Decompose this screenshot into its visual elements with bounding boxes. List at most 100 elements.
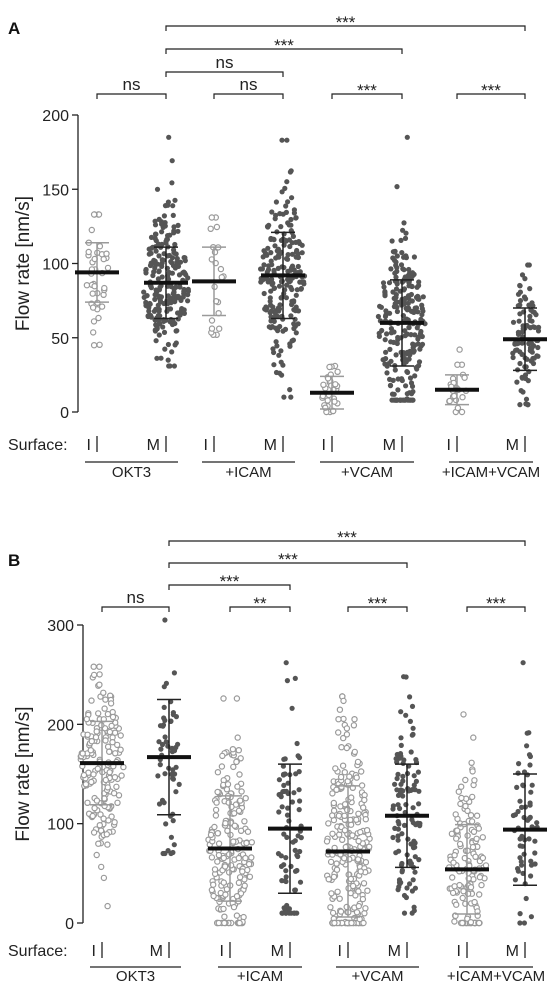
data-point	[364, 887, 371, 894]
data-point	[292, 868, 299, 874]
data-point	[323, 838, 331, 845]
data-point	[384, 331, 390, 337]
data-point	[213, 799, 220, 806]
data-point	[222, 820, 229, 827]
data-point	[234, 783, 241, 790]
data-point	[415, 309, 421, 315]
x-tick-label: M	[264, 437, 277, 454]
data-point	[409, 383, 416, 389]
data-point	[244, 828, 252, 835]
data-point	[170, 712, 176, 718]
data-point	[395, 819, 401, 825]
data-point	[382, 313, 389, 320]
data-point	[415, 769, 421, 775]
data-point	[85, 248, 92, 256]
data-point	[170, 775, 176, 782]
data-point	[519, 340, 525, 346]
data-point	[404, 369, 410, 375]
data-point	[159, 741, 166, 748]
data-point	[280, 763, 286, 769]
data-point	[154, 355, 160, 361]
data-point	[407, 718, 413, 725]
data-point	[146, 251, 152, 257]
y-axis-label: Flow rate [nm/s]	[13, 196, 34, 331]
data-point	[172, 197, 178, 203]
data-point	[454, 361, 461, 368]
data-point	[279, 804, 285, 810]
data-point	[289, 251, 295, 257]
data-point	[401, 220, 407, 226]
data-point	[289, 705, 295, 711]
data-point	[236, 874, 244, 881]
data-point	[404, 391, 410, 397]
data-point	[472, 853, 479, 861]
data-point	[96, 242, 104, 250]
data-point	[172, 241, 178, 248]
data-point	[475, 825, 482, 832]
data-point	[83, 282, 91, 289]
data-point	[147, 301, 153, 307]
group-label: +VCAM	[351, 968, 403, 983]
data-point	[120, 763, 127, 771]
data-point	[532, 324, 538, 330]
data-point	[416, 857, 422, 863]
data-point	[165, 341, 171, 348]
data-point	[265, 245, 271, 251]
data-point	[151, 269, 157, 275]
data-point	[153, 248, 159, 254]
significance-label: ***	[337, 528, 357, 547]
data-point	[458, 783, 465, 790]
data-point	[242, 854, 249, 862]
data-point	[173, 789, 179, 795]
data-point	[354, 758, 362, 766]
data-point	[337, 773, 345, 781]
data-point	[95, 840, 102, 847]
data-point	[156, 293, 162, 299]
data-point	[285, 220, 291, 226]
data-point	[97, 863, 105, 871]
data-point	[517, 855, 523, 861]
data-point	[301, 279, 307, 285]
series-okt3-m	[147, 617, 191, 857]
data-point	[162, 223, 168, 229]
data-point	[392, 825, 398, 832]
series-plus-vcam-i	[323, 693, 373, 927]
data-point	[292, 847, 298, 854]
x-tick-label: M	[506, 943, 519, 960]
significance-label: ns	[216, 53, 234, 72]
data-point	[171, 224, 177, 230]
significance-label: ns	[127, 588, 145, 607]
data-point	[171, 842, 177, 848]
data-point	[341, 769, 348, 776]
data-point	[456, 346, 463, 353]
data-point	[233, 912, 241, 919]
data-point	[295, 263, 301, 270]
data-point	[535, 344, 541, 351]
data-point	[211, 823, 218, 831]
data-point	[293, 330, 299, 336]
data-point	[412, 373, 418, 379]
data-point	[295, 753, 301, 759]
group-label: OKT3	[116, 968, 155, 983]
data-point	[332, 381, 339, 388]
data-point	[399, 250, 405, 256]
data-point	[102, 737, 109, 744]
y-tick-label: 200	[47, 717, 74, 734]
data-point	[532, 850, 538, 856]
data-point	[378, 304, 384, 310]
data-point	[338, 744, 345, 751]
data-point	[399, 376, 405, 382]
data-point	[219, 752, 226, 760]
data-point	[267, 298, 273, 304]
data-point	[350, 722, 358, 729]
data-point	[451, 392, 458, 400]
x-tick-label: I	[338, 943, 342, 960]
data-point	[393, 352, 399, 358]
data-point	[270, 346, 276, 352]
significance-label: ***	[220, 572, 240, 591]
data-point	[96, 822, 104, 829]
data-point	[407, 375, 414, 381]
data-point	[366, 843, 373, 851]
data-point	[510, 319, 517, 325]
data-point	[329, 830, 336, 838]
